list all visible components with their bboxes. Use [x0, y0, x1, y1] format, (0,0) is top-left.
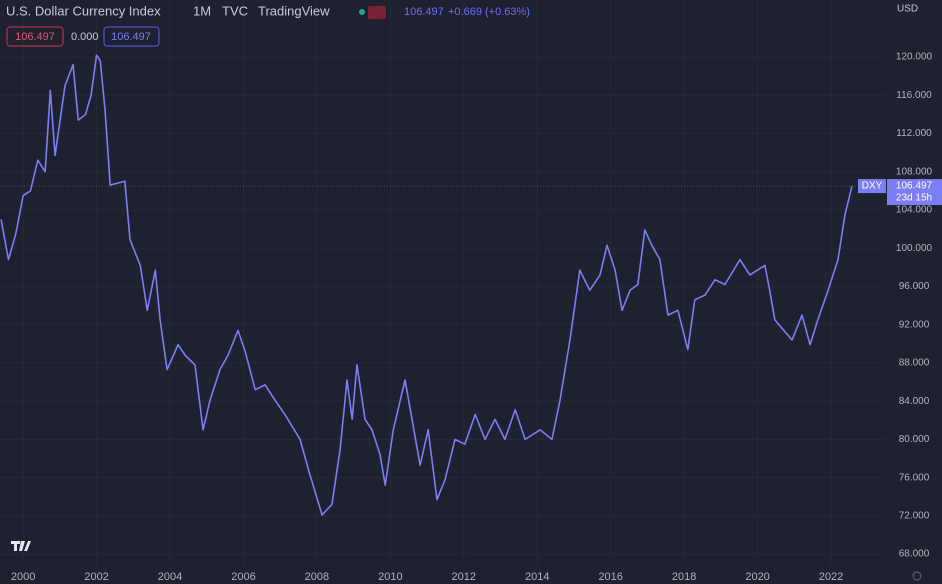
y-tick-label: 72.000 [899, 511, 930, 522]
x-tick-label: 2012 [452, 571, 476, 583]
plot [0, 54, 885, 516]
ask-box [103, 26, 160, 47]
x-tick-label: 2008 [305, 571, 329, 583]
exchange: TVC [222, 3, 248, 18]
currency: USD [897, 4, 918, 15]
status-dot [359, 9, 365, 15]
grid [0, 0, 885, 565]
x-tick-label: 2010 [378, 571, 402, 583]
bid-price: 106.497 [15, 31, 55, 43]
source: TradingView [258, 3, 330, 18]
series-name-box [858, 179, 886, 194]
y-tick-label: 92.000 [899, 319, 930, 330]
status-box [368, 6, 386, 19]
price-label-box [887, 179, 942, 206]
header-change: +0.669 (+0.63%) [448, 6, 530, 18]
x-tick-label: 2000 [11, 571, 35, 583]
y-tick-label: 68.000 [899, 549, 930, 560]
y-tick-label: 80.000 [899, 434, 930, 445]
x-tick-label: 2014 [525, 571, 549, 583]
x-tick-label: 2016 [598, 571, 622, 583]
x-tick-label: 2006 [231, 571, 255, 583]
x-tick-label: 2004 [158, 571, 182, 583]
y-tick-label: 120.000 [896, 52, 933, 63]
y-tick-label: 104.000 [896, 205, 933, 216]
chart-title: U.S. Dollar Currency Index [6, 3, 161, 18]
y-tick-label: 116.000 [896, 90, 932, 101]
settings-icon [912, 571, 922, 581]
x-tick-label: 2022 [819, 571, 843, 583]
x-tick-label: 2002 [84, 571, 108, 583]
x-tick-label: 2018 [672, 571, 696, 583]
price-line [0, 54, 853, 516]
interval: 1M [193, 3, 211, 18]
y-tick-label: 112.000 [896, 128, 932, 139]
header-price: 106.497 [404, 6, 444, 18]
bid-box [6, 26, 64, 47]
y-tick-label: 100.000 [896, 243, 933, 254]
series-name: DXY [862, 181, 883, 192]
spread: 0.000 [71, 31, 99, 43]
price-label: 106.497 [896, 181, 933, 192]
y-tick-label: 96.000 [899, 281, 930, 292]
ask-price: 106.497 [111, 31, 151, 43]
tv-logo [11, 541, 31, 551]
y-tick-label: 88.000 [899, 358, 930, 369]
y-tick-label: 84.000 [899, 396, 930, 407]
countdown: 23d 15h [896, 193, 932, 204]
y-tick-label: 108.000 [896, 166, 933, 177]
y-tick-label: 76.000 [899, 472, 930, 483]
x-tick-label: 2020 [745, 571, 769, 583]
